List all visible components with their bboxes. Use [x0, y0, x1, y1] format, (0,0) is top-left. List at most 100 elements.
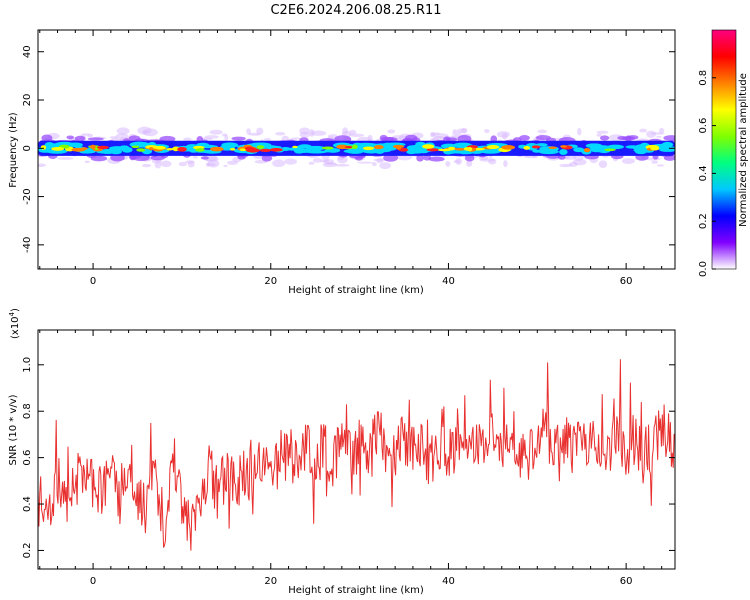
spectrogram-halo-blob	[183, 137, 192, 142]
spectrogram-peak-blob	[650, 146, 660, 151]
snr-y-tick-label: 0.2	[22, 542, 33, 558]
spectrogram-halo-blob	[141, 163, 152, 168]
spectrogram-halo-blob	[596, 133, 602, 137]
spectrogram-mid-blob	[305, 150, 328, 154]
colorbar-tick-label: 0.6	[698, 118, 709, 134]
spectrogram-halo-blob	[357, 161, 373, 164]
spectrogram-outer-blob	[159, 135, 176, 143]
spectrogram-peak-blob	[454, 147, 467, 151]
spectrogram-peak-blob	[136, 148, 146, 152]
spectrogram-peak-blob	[149, 147, 154, 151]
snr-x-axis-label: Height of straight line (km)	[288, 585, 424, 596]
spectrogram-y-tick-label: -20	[22, 188, 33, 204]
spectrogram-mid-blob	[67, 142, 83, 148]
spectrogram-peak-blob	[210, 146, 224, 152]
spectrogram-halo-blob	[656, 164, 664, 167]
spectrogram-x-tick-label: 0	[90, 276, 96, 287]
spectrogram-outer-blob	[128, 135, 141, 141]
colorbar-label: Normalized spectral amplitude	[738, 73, 749, 227]
spectrogram-halo-blob	[204, 135, 219, 139]
spectrogram-halo-blob	[223, 164, 228, 168]
spectrogram-halo-blob	[445, 160, 451, 167]
spectrogram-halo-blob	[503, 160, 508, 168]
spectrogram-halo-blob	[256, 127, 264, 135]
spectrogram-halo-blob	[160, 160, 172, 168]
spectrogram-y-axis-label: Frequency (Hz)	[8, 112, 19, 188]
spectrogram-halo-blob	[659, 127, 665, 134]
spectrogram-mid-blob	[306, 145, 326, 151]
spectrogram-mid-blob	[538, 149, 559, 155]
spectrogram-halo-blob	[651, 160, 659, 164]
spectrogram-halo-blob	[116, 127, 130, 135]
colorbar-tick-label: 0.0	[698, 261, 709, 277]
spectrogram-mid-blob	[39, 149, 55, 153]
spectrogram-halo-blob	[206, 163, 216, 167]
spectrogram-mid-blob	[43, 142, 58, 149]
spectrogram-halo-blob	[187, 161, 195, 168]
spectrogram-halo-blob	[192, 156, 198, 159]
snr-series-line	[38, 359, 675, 551]
spectrogram-outer-blob	[231, 136, 246, 141]
spectrogram-outer-blob	[663, 154, 675, 161]
spectrogram-halo-blob	[349, 133, 365, 138]
spectrogram-peak-blob	[604, 148, 616, 152]
spectrogram-halo-blob	[83, 133, 90, 136]
spectrogram-outer-blob	[405, 134, 418, 142]
spectrogram-peak-blob	[523, 145, 530, 150]
spectrogram-peak-blob	[373, 144, 384, 150]
spectrogram-halo-blob	[484, 129, 490, 134]
spectrogram-halo-blob	[178, 161, 187, 167]
spectrogram-mid-blob	[406, 145, 417, 152]
spectrogram-mid-blob	[585, 143, 603, 149]
spectrogram-mid-blob	[597, 147, 611, 154]
spectrogram-outer-blob	[445, 137, 458, 142]
colorbar-tick-label: 0.4	[698, 165, 709, 181]
spectrogram-y-tick-label: 20	[22, 94, 33, 107]
spectrogram-peak-blob	[583, 148, 591, 153]
spectrogram-outer-blob	[663, 135, 675, 141]
spectrogram-halo-blob	[308, 161, 315, 165]
spectrogram-halo-blob	[496, 131, 511, 138]
spectrogram-mid-blob	[573, 147, 585, 153]
snr-y-tick-label: 0.8	[22, 403, 33, 419]
spectrogram-outer-blob	[621, 136, 636, 141]
spectrogram-peak-blob	[486, 144, 500, 150]
spectrogram-halo-blob	[621, 158, 635, 165]
spectrogram-halo-blob	[57, 157, 74, 160]
spectrogram-halo-blob	[537, 129, 548, 134]
spectrogram-outer-blob	[87, 137, 104, 141]
spectrogram-peak-blob	[259, 148, 272, 152]
spectrogram-peak-blob	[244, 146, 255, 151]
spectrogram-outer-blob	[464, 154, 475, 162]
spectrogram-y-tick-label: 40	[22, 45, 33, 58]
spectrogram-peak-blob	[351, 144, 358, 150]
spectrogram-peak-blob	[256, 145, 265, 150]
spectrogram-halo-blob	[577, 127, 582, 136]
spectrogram-halo-blob	[334, 163, 350, 167]
spectrogram-halo-blob	[38, 163, 47, 168]
spectrogram-frame	[37, 29, 676, 270]
spectrogram-y-tick-label: 0	[22, 145, 33, 151]
spectrogram-halo-blob	[312, 157, 323, 163]
spectrogram-halo-blob	[371, 161, 377, 167]
spectrogram-outer-blob	[428, 156, 445, 162]
spectrogram-peak-blob	[292, 145, 298, 149]
spectrogram-halo-blob	[387, 129, 396, 134]
spectrogram-outer-blob	[599, 135, 610, 141]
snr-x-tick-label: 0	[90, 576, 96, 587]
spectrogram-outer-blob	[200, 156, 209, 160]
spectrogram-peak-blob	[336, 144, 348, 150]
spectrogram-outer-blob	[354, 156, 363, 161]
spectrogram-peak-blob	[239, 148, 247, 152]
spectrogram-peak-blob	[362, 146, 375, 151]
spectrogram-y-tick-label: -40	[22, 237, 33, 253]
spectrogram-x-tick-label: 20	[264, 276, 277, 287]
spectrogram-outer-blob	[74, 135, 86, 142]
spectrogram-peak-blob	[426, 148, 440, 152]
snr-x-tick-label: 40	[442, 576, 455, 587]
spectrogram-peak-blob	[166, 147, 174, 151]
spectrogram-image	[38, 126, 675, 170]
snr-plot-area	[38, 330, 675, 569]
spectrogram-halo-blob	[272, 159, 286, 168]
